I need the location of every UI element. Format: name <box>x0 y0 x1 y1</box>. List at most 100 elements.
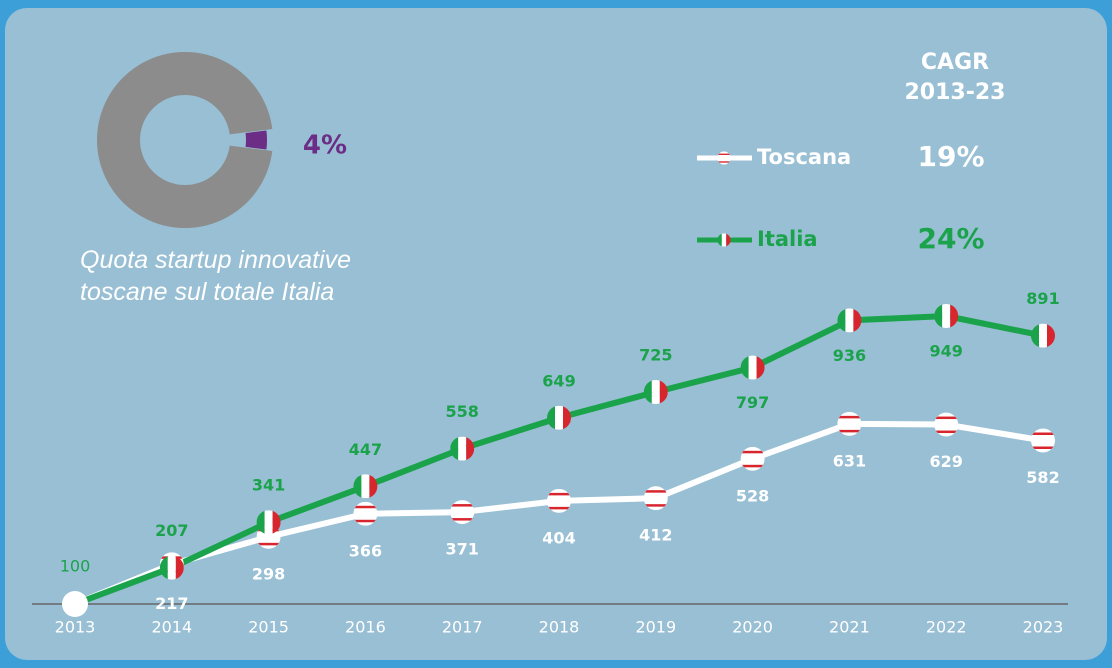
flag-part <box>934 416 959 420</box>
value-label: 528 <box>736 486 769 505</box>
marker <box>1031 428 1055 453</box>
pie-title: Quota startup innovative toscane sul tot… <box>80 246 351 306</box>
value-label: 649 <box>542 371 575 390</box>
marker-clip <box>353 501 378 526</box>
marker <box>1031 323 1055 348</box>
panel <box>5 8 1107 660</box>
x-tick-label: 2023 <box>1023 618 1064 637</box>
flag-part <box>1031 446 1055 449</box>
flag-part <box>1039 323 1047 348</box>
flag-part <box>369 474 378 499</box>
value-label: 412 <box>639 526 672 545</box>
x-tick-label: 2016 <box>345 618 386 637</box>
marker <box>450 500 475 525</box>
value-label: 100 <box>60 557 91 576</box>
flag-part <box>547 506 571 510</box>
flag-part <box>756 355 765 380</box>
pie-label: 4% <box>303 131 347 161</box>
marker-clip <box>643 379 668 404</box>
x-tick-label: 2018 <box>539 618 580 637</box>
value-label: 558 <box>445 402 478 421</box>
marker <box>159 555 184 580</box>
cagr-value: 24% <box>917 222 984 255</box>
flag-part <box>264 510 273 535</box>
flag-part <box>717 153 731 155</box>
flag-part <box>643 504 668 507</box>
value-label: 631 <box>833 451 866 470</box>
x-tick-label: 2013 <box>55 618 96 637</box>
value-label: 629 <box>929 452 962 471</box>
flag-part <box>167 555 176 580</box>
value-label: 366 <box>349 541 382 560</box>
flag-part <box>1047 323 1055 348</box>
x-tick-label: 2014 <box>151 618 192 637</box>
flag-part <box>717 233 722 247</box>
marker-clip <box>643 486 668 511</box>
value-label: 341 <box>252 476 285 495</box>
marker-clip <box>1031 428 1055 453</box>
value-label: 447 <box>349 440 382 459</box>
pie-slice <box>97 52 273 229</box>
value-label: 936 <box>833 346 866 365</box>
flag-part <box>853 308 862 333</box>
pie-slice <box>245 130 268 150</box>
x-tick-label: 2022 <box>926 618 967 637</box>
marker <box>547 405 571 430</box>
marker-clip <box>837 308 862 333</box>
legend-title: CAGR 2013-23 <box>905 50 1006 105</box>
marker-clip <box>450 500 475 525</box>
marker <box>837 411 862 436</box>
flag-part <box>942 304 951 328</box>
flag-part <box>837 308 846 333</box>
flag-part <box>450 504 475 507</box>
value-label: 404 <box>542 528 575 547</box>
marker-clip <box>934 304 959 328</box>
value-label: 949 <box>929 342 962 361</box>
x-tick-label: 2021 <box>829 618 870 637</box>
marker-clip <box>353 474 378 499</box>
marker <box>256 510 281 535</box>
flag-part <box>353 474 362 499</box>
marker <box>740 446 765 471</box>
marker <box>643 379 668 404</box>
flag-part <box>740 464 765 468</box>
flag-part <box>950 304 959 328</box>
flag-part <box>547 405 555 430</box>
flag-part <box>717 161 731 163</box>
x-tick-label: 2017 <box>442 618 483 637</box>
flag-part <box>458 436 467 461</box>
flag-part <box>361 474 370 499</box>
value-label: 582 <box>1026 468 1059 487</box>
flag-part <box>740 450 765 454</box>
marker <box>450 436 475 461</box>
flag-part <box>721 233 727 247</box>
flag-part <box>643 490 668 493</box>
value-label: 725 <box>639 345 672 364</box>
marker-clip <box>547 405 571 430</box>
flag-part <box>845 308 854 333</box>
legend-label: Italia <box>757 227 818 251</box>
marker-clip <box>717 233 731 247</box>
x-tick-label: 2020 <box>732 618 773 637</box>
marker-clip <box>740 446 765 471</box>
flag-part <box>353 505 378 509</box>
marker <box>934 304 959 328</box>
marker <box>353 474 378 499</box>
value-label: 891 <box>1026 289 1059 308</box>
flag-part <box>659 379 668 404</box>
flag-part <box>934 304 943 328</box>
marker <box>740 355 765 380</box>
marker-clip <box>159 555 184 580</box>
flag-part <box>466 436 475 461</box>
flag-part <box>256 542 281 546</box>
flag-part <box>934 430 959 434</box>
flag-part <box>563 405 571 430</box>
marker-clip <box>717 151 731 165</box>
flag-part <box>643 379 652 404</box>
legend-marker <box>717 233 731 247</box>
value-label: 797 <box>736 393 769 412</box>
flag-part <box>837 429 862 433</box>
flag-part <box>450 436 459 461</box>
